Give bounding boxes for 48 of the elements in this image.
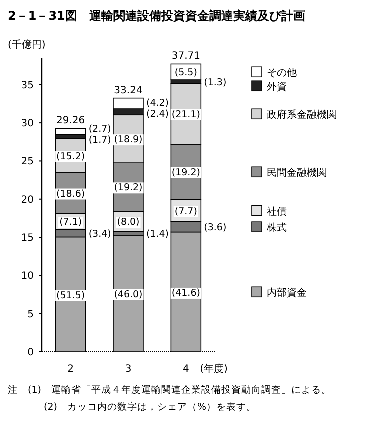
annotation: (19.2): [114, 182, 143, 194]
legend-label: 民間金融機関: [267, 167, 327, 180]
annotation: (19.2): [172, 167, 200, 178]
annotation: (1.3): [204, 77, 227, 88]
annotation: (1.7): [88, 135, 112, 146]
annotation: (1.4): [146, 229, 170, 240]
annotation: (3.4): [88, 229, 112, 240]
annotation: (2.4): [146, 109, 170, 120]
total-label: 33.24: [114, 85, 143, 96]
annotation: (5.5): [174, 67, 198, 78]
legend-label: 政府系金融機関: [267, 109, 337, 122]
annotation: (7.1): [60, 217, 82, 228]
annotation: (51.5): [56, 290, 86, 302]
text: 注 (1) 運輸省「平成４年度運輸関連企業設備投資動向調査」による。: [8, 384, 332, 396]
x-tick-label: 4: [182, 364, 190, 375]
annotation: (15.2): [56, 151, 86, 162]
chart-title: 2－1－31図 運輸関連設備投資資金調達実績及び計画: [8, 9, 306, 23]
y-tick-label: 20: [21, 194, 34, 206]
y-tick-label: 35: [21, 80, 34, 92]
x-axis-title: (年度): [200, 363, 228, 375]
legend-label: 社債: [267, 206, 287, 218]
y-tick-label: 0: [28, 348, 34, 358]
annotation: (46.0): [114, 290, 143, 300]
annotation: (7.7): [174, 206, 198, 218]
y-tick-label: 15: [21, 233, 34, 244]
x-tick-label: 2: [68, 364, 74, 375]
annotation: (18.6): [56, 188, 86, 200]
y-tick-label: 10: [21, 271, 34, 282]
legend-label: その他: [267, 67, 297, 80]
bar: [55, 128, 86, 136]
y-tick-label: 25: [21, 156, 34, 168]
annotation: (8.0): [117, 217, 140, 228]
text: (2) カッコ内の数字は，シェア（%）を表す。: [44, 401, 256, 413]
x-tick-label: 3: [125, 364, 132, 375]
legend-label: 内部資金: [267, 287, 307, 300]
annotation: (18.9): [114, 134, 143, 146]
annotation: (3.6): [204, 222, 227, 234]
total-label: 37.71: [172, 51, 200, 62]
annotation: (2.7): [88, 124, 112, 136]
total-label: 29.26: [56, 116, 86, 127]
y-tick-label: 30: [21, 118, 34, 130]
annotation: (4.2): [146, 98, 170, 110]
legend-label: 外資: [267, 81, 287, 94]
legend-label: 株式: [266, 222, 287, 234]
y-axis-title: (千億円): [8, 39, 46, 51]
annotation: (41.6): [172, 288, 200, 299]
y-tick-label: 5: [28, 309, 34, 320]
annotation: (21.1): [172, 109, 200, 120]
